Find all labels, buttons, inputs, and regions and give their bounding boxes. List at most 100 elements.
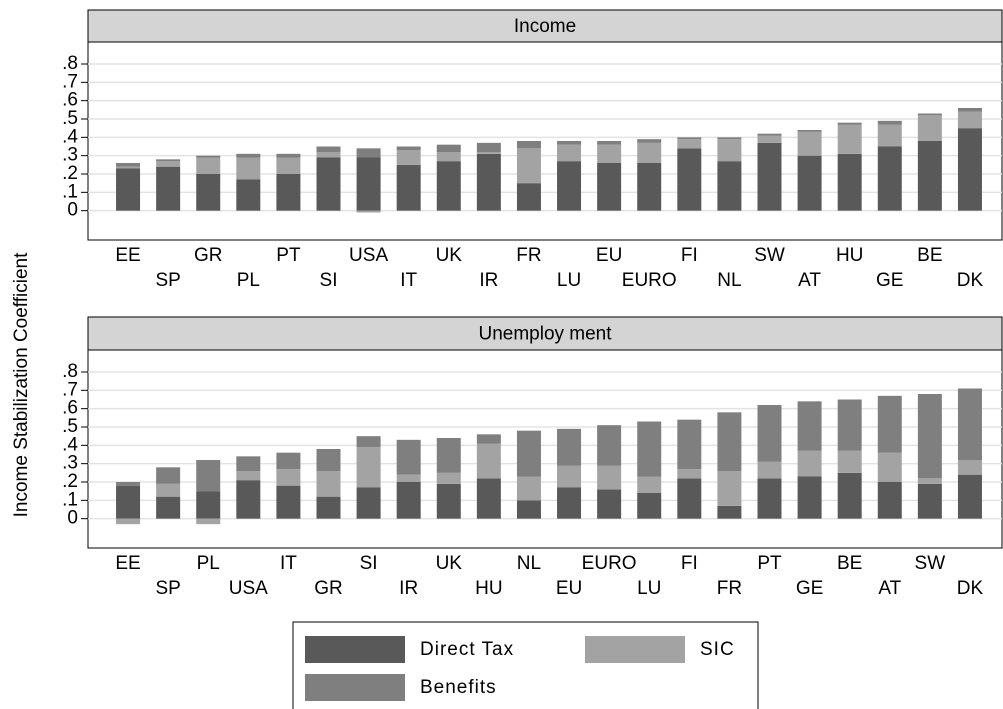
bar-segment: [757, 461, 782, 479]
bar-segment: [957, 128, 982, 211]
bar-segment: [557, 161, 582, 211]
bar-segment: [597, 489, 622, 519]
bar-segment: [637, 163, 662, 211]
x-tick-label: FI: [681, 553, 698, 574]
bar-segment: [116, 485, 141, 519]
bar-segment: [316, 471, 341, 497]
bar-segment: [637, 421, 662, 477]
bar-segment: [637, 493, 662, 519]
bar-segment: [717, 471, 742, 506]
bar-segment: [557, 487, 582, 519]
x-tick-label: IR: [479, 270, 498, 291]
bar-segment: [677, 469, 702, 479]
x-tick-label: SW: [915, 553, 946, 574]
bar-segment: [557, 141, 582, 145]
x-tick-label: DK: [957, 578, 984, 599]
bar-segment: [476, 478, 501, 519]
bar-segment: [837, 450, 862, 473]
x-tick-label: GR: [194, 245, 223, 266]
bar-segment: [516, 148, 541, 184]
bar-segment: [797, 476, 822, 519]
bar-segment: [637, 476, 662, 493]
bar-segment: [516, 476, 541, 501]
bar-segment: [236, 471, 261, 481]
bar-segment: [196, 157, 221, 174]
x-tick-label: HU: [836, 245, 863, 266]
bar-segment: [597, 465, 622, 490]
bar-segment: [957, 388, 982, 460]
y-tick-label: .8: [62, 361, 78, 382]
bar-segment: [557, 428, 582, 466]
panel-title: Unemploy ment: [478, 324, 612, 345]
bar-segment: [877, 482, 902, 519]
bar-segment: [356, 487, 381, 519]
x-tick-label: SP: [155, 270, 180, 291]
bar-segment: [557, 144, 582, 162]
bar-segment: [637, 142, 662, 163]
bar-segment: [516, 183, 541, 211]
bar-segment: [597, 141, 622, 145]
bar-segment: [957, 111, 982, 129]
bar-segment: [316, 449, 341, 471]
bar-segment: [757, 478, 782, 519]
bar-segment: [476, 153, 501, 211]
bar-segment: [597, 163, 622, 211]
x-tick-label: IT: [400, 270, 417, 291]
x-tick-label: PL: [197, 553, 220, 574]
x-tick-label: EE: [115, 245, 140, 266]
x-tick-label: SI: [320, 270, 338, 291]
bar-segment: [356, 210, 381, 213]
legend-swatch: [585, 636, 685, 663]
bar-segment: [156, 161, 181, 167]
x-tick-label: PL: [237, 270, 260, 291]
bar-segment: [236, 153, 261, 158]
bar-segment: [116, 166, 141, 169]
y-tick-label: .3: [62, 145, 78, 166]
y-tick-label: .2: [62, 163, 78, 184]
bar-segment: [276, 452, 301, 470]
y-tick-label: .6: [62, 90, 78, 111]
x-tick-label: USA: [229, 578, 268, 599]
bar-segment: [236, 179, 261, 211]
x-tick-label: EU: [596, 245, 622, 266]
bar-segment: [797, 450, 822, 477]
bar-segment: [396, 482, 421, 519]
x-tick-label: DK: [957, 270, 984, 291]
bar-segment: [877, 395, 902, 453]
y-axis-title: Income Stabilization Coefficient: [11, 252, 32, 517]
bar-segment: [837, 472, 862, 519]
bar-segment: [356, 148, 381, 158]
bar-segment: [196, 155, 221, 158]
bar-segment: [757, 133, 782, 136]
bar-segment: [797, 130, 822, 132]
x-tick-label: IR: [399, 578, 418, 599]
bar-segment: [236, 157, 261, 180]
x-tick-label: HU: [475, 578, 502, 599]
x-tick-label: AT: [798, 270, 821, 291]
bar-segment: [797, 131, 822, 156]
bar-segment: [877, 452, 902, 482]
bar-segment: [276, 157, 301, 174]
bar-segment: [797, 155, 822, 211]
bar-segment: [116, 168, 141, 211]
x-tick-label: AT: [878, 578, 901, 599]
bar-segment: [837, 122, 862, 125]
bar-segment: [156, 467, 181, 484]
bar-segment: [356, 157, 381, 211]
legend-label: Benefits: [420, 677, 497, 698]
y-tick-label: .1: [62, 181, 78, 202]
bar-segment: [156, 159, 181, 162]
bar-segment: [677, 137, 702, 140]
bar-segment: [396, 146, 421, 151]
bar-segment: [757, 142, 782, 211]
x-tick-label: SW: [754, 245, 785, 266]
x-tick-label: NL: [717, 270, 741, 291]
bar-segment: [597, 144, 622, 163]
y-tick-label: .8: [62, 53, 78, 74]
bar-segment: [236, 480, 261, 519]
x-tick-label: GE: [876, 270, 903, 291]
panel-header: [87, 9, 1003, 43]
bar-segment: [837, 124, 862, 154]
bar-segment: [797, 401, 822, 451]
bar-segment: [316, 496, 341, 519]
